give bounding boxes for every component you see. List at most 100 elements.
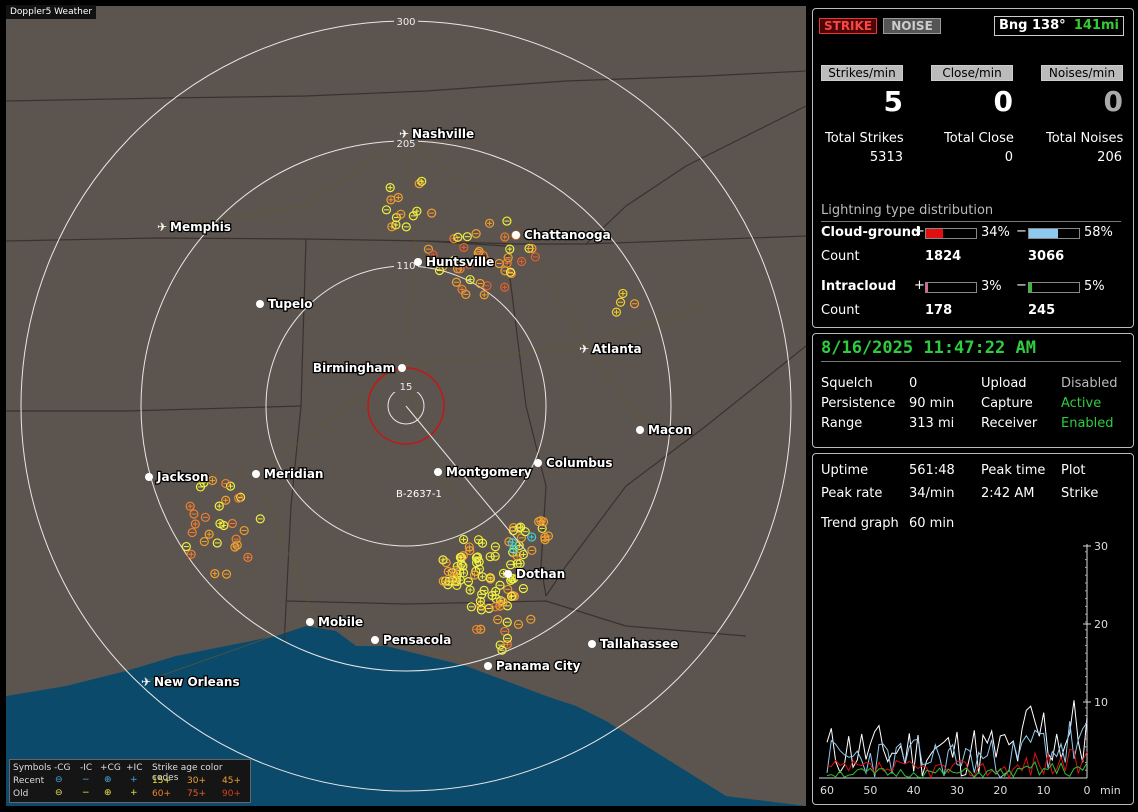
strike-symbol	[412, 206, 422, 216]
city-dothan[interactable]: Dothan	[504, 566, 566, 582]
strike-symbol	[509, 522, 519, 533]
strikes-per-min-button[interactable]: Strikes/min	[821, 65, 903, 81]
symbol-legend: Symbols -CG -IC +CG +IC Strike age color…	[9, 759, 251, 803]
strike-symbol	[207, 475, 218, 486]
recent-neg-ic-icon: −	[82, 775, 90, 785]
ic-minus-bar-fill	[1029, 283, 1032, 292]
cg-plus-pct: 34%	[981, 225, 1010, 240]
strike-symbol	[438, 555, 448, 565]
city-meridian[interactable]: Meridian	[252, 466, 325, 482]
strike-symbol	[502, 617, 512, 627]
city-panama-city[interactable]: Panama City	[484, 658, 582, 674]
trend-x-unit: min	[1100, 784, 1121, 797]
strike-symbol	[227, 518, 237, 529]
city-name: Birmingham	[313, 361, 395, 375]
trend-line	[826, 721, 1088, 779]
strike-symbol	[471, 553, 482, 563]
city-atlanta[interactable]: ✈ Atlanta	[579, 341, 643, 358]
strike-symbol	[505, 244, 515, 254]
trend-graph: 30 20 10 60 50 40 30 20 10 0 min	[819, 540, 1121, 797]
city-chattanooga[interactable]: Chattanooga	[512, 227, 612, 243]
city-dot	[588, 640, 596, 648]
strike-button[interactable]: STRIKE	[819, 18, 877, 34]
strike-symbol	[190, 519, 200, 529]
city-mobile[interactable]: Mobile	[306, 614, 364, 630]
strike-symbol	[255, 514, 265, 524]
strike-symbol	[204, 529, 214, 539]
strike-symbol	[434, 265, 445, 276]
strike-symbol	[530, 252, 540, 262]
ic-minus-count: 245	[1028, 303, 1056, 318]
ring-label: 110	[396, 261, 415, 272]
strike-symbol	[465, 585, 475, 595]
cg-minus-pct: 58%	[1084, 225, 1113, 240]
city-pensacola[interactable]: Pensacola	[371, 632, 453, 648]
city-columbus[interactable]: Columbus	[534, 455, 614, 471]
strike-symbol	[506, 591, 517, 601]
uptime-label: Uptime	[821, 463, 869, 478]
plot-value[interactable]: Strike	[1061, 486, 1099, 501]
strike-symbol	[495, 640, 505, 650]
noise-button[interactable]: NOISE	[883, 18, 941, 34]
city-jackson[interactable]: Jackson	[145, 469, 210, 485]
strike-symbol	[396, 209, 406, 219]
distribution-title: Lightning type distribution	[821, 203, 994, 218]
city-name: Pensacola	[383, 633, 451, 647]
strike-symbol	[186, 549, 196, 559]
strike-symbol	[503, 584, 513, 594]
marker-label: B-2637-1	[396, 489, 442, 500]
city-dot	[636, 426, 644, 434]
strike-symbol	[199, 478, 209, 488]
strike-symbol	[200, 512, 210, 522]
total-noises-label: Total Noises	[1046, 131, 1124, 146]
airport-icon: ✈	[399, 127, 409, 141]
ic-plus-bar	[925, 282, 977, 293]
strike-symbol	[458, 568, 469, 578]
city-nashville[interactable]: ✈ Nashville	[399, 126, 475, 143]
peak-time-value: 2:42 AM	[981, 486, 1035, 501]
capture-label: Capture	[981, 396, 1033, 411]
city-memphis[interactable]: ✈ Memphis	[157, 219, 232, 236]
legend-pos-cg: +CG	[100, 763, 121, 773]
strike-symbol	[515, 558, 525, 569]
close-per-min-button[interactable]: Close/min	[931, 65, 1013, 81]
strike-symbol	[479, 290, 489, 300]
strike-symbol	[471, 558, 482, 568]
cg-plus-sign: +	[914, 224, 925, 239]
total-strikes-value: 5313	[869, 150, 903, 165]
city-montgomery[interactable]: Montgomery	[434, 464, 533, 480]
city-dot	[398, 364, 406, 372]
strike-symbol	[500, 282, 510, 292]
ring-label: 15	[400, 382, 413, 393]
city-tallahassee[interactable]: Tallahassee	[588, 636, 680, 652]
trend-x-label: 30	[950, 784, 964, 797]
noises-per-min-button[interactable]: Noises/min	[1041, 65, 1123, 81]
city-name: Mobile	[318, 615, 363, 629]
strike-symbol	[230, 542, 240, 552]
city-huntsville[interactable]: Huntsville	[414, 254, 496, 270]
cg-minus-bar	[1028, 228, 1080, 239]
strike-symbol	[185, 501, 195, 511]
cg-plus-bar	[925, 228, 977, 239]
city-tupelo[interactable]: Tupelo	[256, 296, 314, 312]
strike-symbol	[478, 250, 488, 261]
city-new-orleans[interactable]: ✈ New Orleans	[141, 674, 241, 691]
cg-minus-sign: −	[1016, 224, 1027, 239]
city-macon[interactable]: Macon	[636, 422, 693, 438]
city-birmingham[interactable]: Birmingham	[312, 360, 406, 376]
city-name: Meridian	[264, 467, 323, 481]
strike-symbol	[458, 534, 469, 545]
strike-symbol	[401, 222, 411, 232]
strike-symbol	[518, 583, 528, 594]
strike-symbol	[234, 493, 244, 503]
strike-symbol	[490, 551, 500, 561]
legend-age-60: 60+	[152, 789, 171, 799]
strike-symbol	[520, 527, 530, 537]
city-name: Macon	[648, 423, 692, 437]
strike-symbol	[493, 614, 503, 625]
city-dot	[434, 468, 442, 476]
strike-symbol	[455, 264, 465, 274]
city-dot	[534, 459, 542, 467]
strike-symbol	[475, 278, 485, 289]
